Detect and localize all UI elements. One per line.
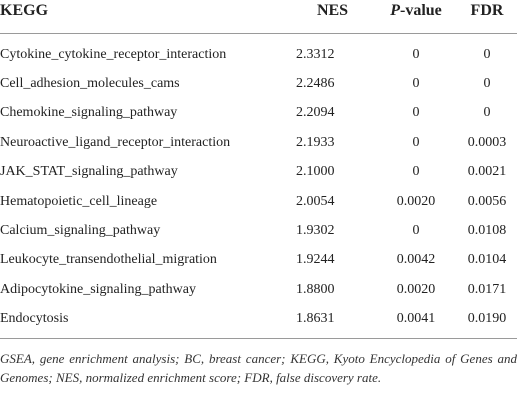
table-cell: JAK_STAT_signaling_pathway: [0, 164, 178, 180]
table-cell: Endocytosis: [0, 304, 290, 339]
table-cell: 0.0021: [467, 164, 507, 180]
table-cell: Neuroactive_ligand_receptor_interaction: [0, 134, 231, 150]
table-cell: 0: [483, 105, 491, 121]
table-cell: 0.0108: [467, 223, 507, 239]
table-cell: 2.1000: [296, 164, 335, 180]
table-cell: 2.0054: [296, 193, 335, 209]
table-row: Leukocyte_transendothelial_migration 1.92…: [0, 246, 517, 275]
table-cell: 0: [412, 76, 420, 92]
table-cell: 0: [483, 76, 491, 92]
table-cell: 0: [412, 134, 420, 150]
table-cell: 0.0042: [396, 252, 436, 268]
footnote: GSEA, gene enrichment analysis; BC, brea…: [0, 350, 517, 386]
table-body: Cytokine_cytokine_receptor_interaction 2.…: [0, 34, 517, 339]
table-cell: 0.0020: [396, 193, 436, 209]
table-row: Hematopoietic_cell_lineage 2.0054 0.0020 0.…: [0, 187, 517, 216]
table-row: Neuroactive_ligand_receptor_interaction 2…: [0, 128, 517, 157]
header-rest: -value: [400, 2, 442, 19]
header-italic: P: [390, 2, 400, 19]
table-cell: 2.3312: [296, 46, 335, 62]
header-cell: FDR: [457, 0, 517, 34]
table-row: Calcium_signaling_pathway 1.9302 0 0.0108: [0, 216, 517, 245]
table-cell: 0.0056: [467, 193, 507, 209]
table-cell: 0: [412, 223, 420, 239]
header-cell: KEGG: [0, 0, 290, 34]
table-cell: 0: [483, 46, 491, 62]
table-cell: 0.0104: [467, 252, 507, 268]
table-cell: Cytokine_cytokine_receptor_interaction: [0, 46, 227, 62]
table-cell: 0.0171: [467, 281, 507, 297]
table-row: Adipocytokine_signaling_pathway 1.8800 0.0…: [0, 275, 517, 304]
table-cell: 1.9302: [296, 223, 335, 239]
table-cell: Adipocytokine_signaling_pathway: [0, 281, 196, 297]
table-cell: 2.2094: [296, 105, 335, 121]
table-cell: 0.0003: [467, 134, 507, 150]
table-row: Cell_adhesion_molecules_cams 2.2486 0 0: [0, 69, 517, 98]
table-cell: 1.9244: [296, 252, 335, 268]
table-cell: 0: [412, 105, 420, 121]
header-cell: P-value: [375, 0, 457, 34]
table-cell: Leukocyte_transendothelial_migration: [0, 252, 217, 268]
table-cell: 0: [412, 164, 420, 180]
table-row: Chemokine_signaling_pathway 2.2094 0 0: [0, 99, 517, 128]
kegg-table: KEGG NES P-value FDR Cytokine_cytokine_r…: [0, 0, 517, 339]
table-row: Endocytosis 1.8631 0.0041 0.0190: [0, 304, 517, 339]
table-cell: 2.2486: [296, 76, 335, 92]
table-row: Cytokine_cytokine_receptor_interaction 2.…: [0, 34, 517, 70]
table-cell: Cell_adhesion_molecules_cams: [0, 76, 180, 92]
table-cell: Chemokine_signaling_pathway: [0, 105, 178, 121]
table-cell: 0.0041: [375, 304, 457, 339]
table-cell: 0.0020: [396, 281, 436, 297]
table-row: JAK_STAT_signaling_pathway 2.1000 0 0.0021: [0, 158, 517, 187]
table-cell: Hematopoietic_cell_lineage: [0, 193, 158, 209]
table-cell: 0: [412, 46, 420, 62]
header-cell: NES: [290, 0, 375, 34]
table-cell: 1.8631: [290, 304, 375, 339]
table-cell: 2.1933: [296, 134, 335, 150]
header-row: KEGG NES P-value FDR: [0, 0, 517, 34]
table-cell: 1.8800: [296, 281, 335, 297]
table-cell: Calcium_signaling_pathway: [0, 223, 161, 239]
table-cell: 0.0190: [457, 304, 517, 339]
